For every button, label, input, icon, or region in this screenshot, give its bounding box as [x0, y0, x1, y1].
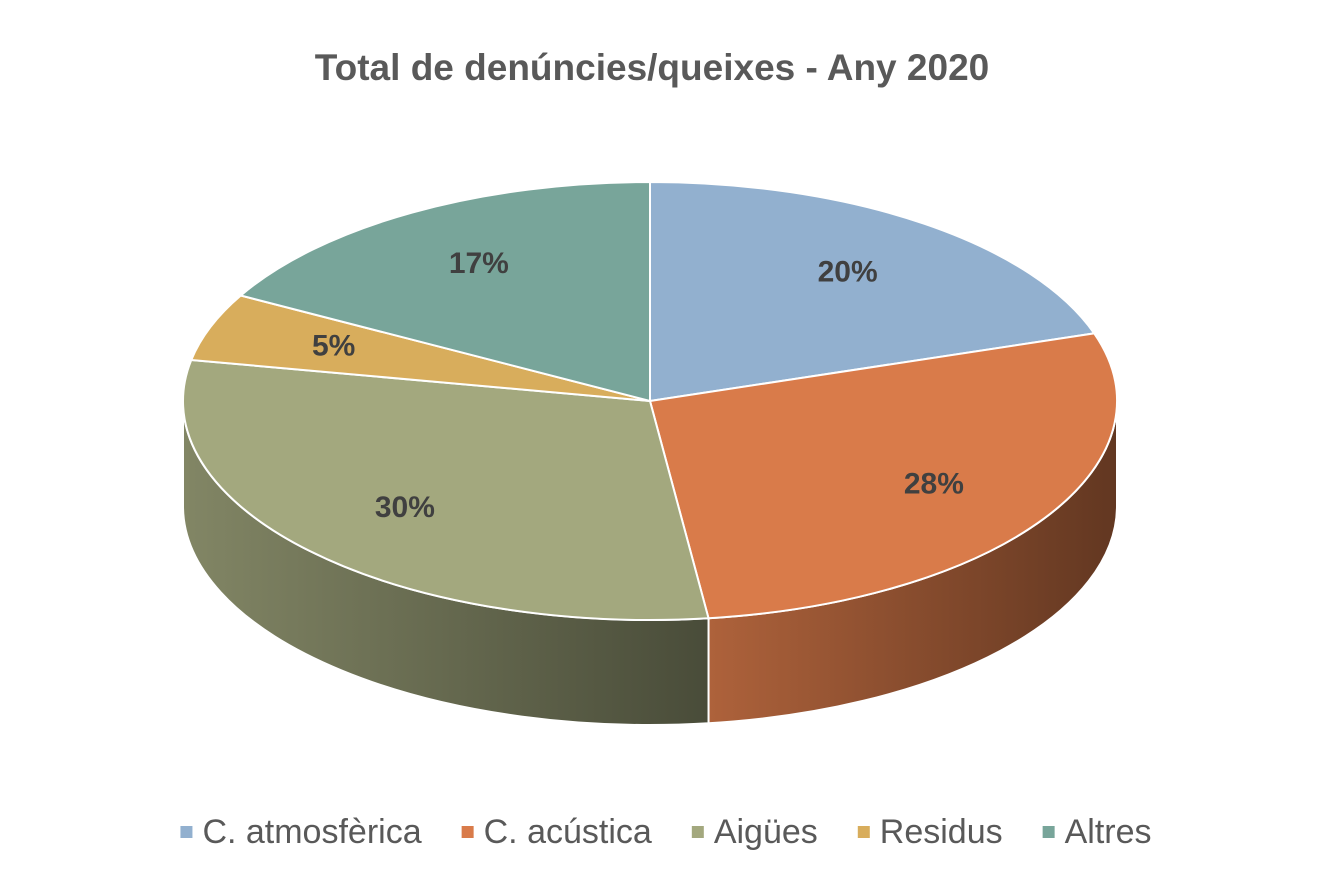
data-label: 5% — [312, 330, 355, 363]
slice — [238, 180, 651, 403]
legend-label: Aigües — [714, 813, 818, 851]
data-label: 20% — [818, 255, 878, 288]
data-label: 17% — [449, 247, 509, 280]
legend-marker — [1042, 826, 1055, 838]
legend-marker — [857, 826, 870, 838]
legend-label: Altres — [1065, 813, 1152, 851]
legend-label: C. atmosfèrica — [202, 813, 421, 851]
slice — [189, 294, 651, 402]
slice — [648, 332, 1118, 620]
slice — [649, 180, 1096, 403]
legend-label: C. acústica — [484, 813, 652, 851]
legend-marker — [461, 826, 474, 838]
chart-title: Total de denúncies/queixes - Any 2020 — [315, 47, 989, 88]
legend-marker — [691, 826, 704, 838]
data-label: 28% — [904, 467, 964, 500]
legend-marker — [180, 826, 193, 838]
legend-label: Residus — [880, 813, 1003, 851]
slice — [182, 358, 710, 621]
data-label: 30% — [375, 491, 435, 524]
